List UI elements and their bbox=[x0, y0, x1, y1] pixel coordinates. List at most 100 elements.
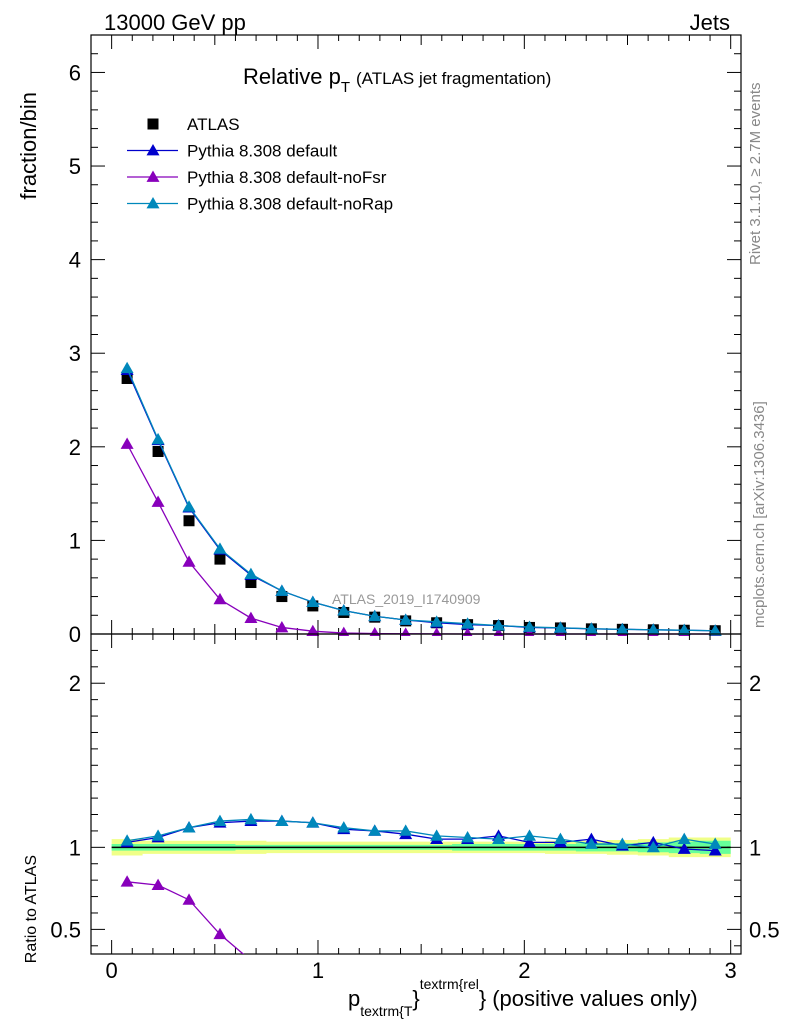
point-pythia-8-308-default-norap bbox=[430, 615, 444, 627]
point-pythia-8-308-default-norap bbox=[461, 617, 475, 629]
point-pythia-8-308-default-nofsr bbox=[120, 437, 134, 449]
point-pythia-8-308-default-norap bbox=[399, 613, 413, 625]
ratio-point-pythia-8-308-default bbox=[708, 844, 722, 856]
ratio-point-pythia-8-308-default-nofsr bbox=[151, 878, 165, 890]
main-ytick-label: 6 bbox=[69, 60, 81, 85]
point-pythia-8-308-default-nofsr bbox=[182, 555, 196, 567]
point-pythia-8-308-default-norap bbox=[337, 604, 351, 616]
analysis-watermark: ATLAS_2019_I1740909 bbox=[332, 591, 481, 607]
point-pythia-8-308-default-norap bbox=[492, 619, 506, 631]
main-ytick-label: 1 bbox=[69, 528, 81, 553]
point-pythia-8-308-default-nofsr bbox=[244, 611, 258, 623]
xtick-label: 3 bbox=[725, 958, 737, 983]
ratio-point-pythia-8-308-default-norap bbox=[151, 829, 165, 841]
ratio-point-pythia-8-308-default-norap bbox=[646, 840, 660, 853]
ratio-point-pythia-8-308-default-norap bbox=[368, 824, 382, 836]
main-plot: 0 1 2 3 4 5 6 bbox=[69, 34, 742, 647]
ratio-point-pythia-8-308-default-norap bbox=[677, 832, 691, 845]
legend-marker-pythia-8-308-default-norap bbox=[146, 197, 160, 209]
legend-marker-atlas bbox=[147, 118, 159, 130]
main-ytick-label: 0 bbox=[69, 622, 81, 647]
legend-label-pythia-8-308-default-nofsr: Pythia 8.308 default-noFsr bbox=[187, 168, 387, 187]
point-pythia-8-308-default-nofsr bbox=[400, 627, 411, 636]
ratio-point-pythia-8-308-default-norap bbox=[553, 832, 567, 845]
point-pythia-8-308-default-nofsr bbox=[369, 627, 380, 636]
main-ytick-label: 3 bbox=[69, 341, 81, 366]
point-pythia-8-308-default-norap bbox=[244, 567, 258, 579]
ratio-ytick-label: 0.5 bbox=[50, 917, 81, 942]
point-pythia-8-308-default-nofsr bbox=[431, 627, 442, 636]
point-pythia-8-308-default-norap bbox=[120, 361, 134, 374]
main-ytick-label: 4 bbox=[69, 248, 81, 273]
ratio-ytick-label-right: 1 bbox=[749, 835, 761, 860]
point-pythia-8-308-default-nofsr bbox=[275, 620, 289, 633]
ratio-point-pythia-8-308-default bbox=[522, 835, 536, 848]
point-pythia-8-308-default-norap bbox=[275, 584, 289, 596]
ratio-point-pythia-8-308-default-norap bbox=[306, 816, 320, 828]
ratio-point-pythia-8-308-default-norap bbox=[399, 824, 413, 836]
point-pythia-8-308-default-norap bbox=[151, 432, 165, 445]
point-pythia-8-308-default-norap bbox=[213, 542, 227, 554]
ratio-plot: 0.5 0.5 1 1 2 2 0 1 2 3 bbox=[50, 633, 780, 983]
process-label: Jets bbox=[690, 10, 730, 35]
xtick-label: 2 bbox=[518, 958, 530, 983]
energy-label: 13000 GeV pp bbox=[104, 10, 246, 35]
x-axis-label: ptextrm{T}textrm{rel} (positive values on… bbox=[348, 976, 698, 1019]
ratio-frame bbox=[90, 633, 742, 955]
point-pythia-8-308-default-nofsr bbox=[213, 592, 227, 605]
legend-label-atlas: ATLAS bbox=[187, 115, 240, 134]
legend-label-pythia-8-308-default: Pythia 8.308 default bbox=[187, 142, 338, 161]
point-pythia-8-308-default-norap bbox=[677, 623, 691, 636]
point-pythia-8-308-default-norap bbox=[522, 620, 536, 632]
point-pythia-8-308-default-norap bbox=[584, 622, 598, 634]
ratio-point-pythia-8-308-default-norap bbox=[337, 821, 351, 833]
main-ytick-label: 5 bbox=[69, 154, 81, 179]
y-axis-label: fraction/bin bbox=[16, 92, 41, 200]
ratio-ytick-label: 1 bbox=[69, 835, 81, 860]
point-pythia-8-308-default-nofsr bbox=[306, 624, 320, 636]
point-pythia-8-308-default-norap bbox=[306, 595, 320, 608]
legend: ATLAS Pythia 8.308 default Pythia 8.308 de… bbox=[127, 115, 393, 214]
ratio-ytick-label-right: 0.5 bbox=[749, 917, 780, 942]
ratio-series bbox=[120, 812, 722, 954]
point-pythia-8-308-default-norap bbox=[708, 624, 722, 636]
point-pythia-8-308-default-norap bbox=[553, 621, 567, 633]
ratio-point-pythia-8-308-default-nofsr bbox=[182, 893, 196, 905]
xtick-label: 0 bbox=[106, 958, 118, 983]
ratio-point-pythia-8-308-default-norap bbox=[615, 837, 629, 849]
point-atlas bbox=[214, 553, 226, 565]
xtick-label: 1 bbox=[312, 958, 324, 983]
point-pythia-8-308-default-norap bbox=[646, 623, 660, 635]
point-pythia-8-308-default-norap bbox=[368, 609, 382, 622]
point-atlas bbox=[152, 445, 164, 457]
ratio-line-pythia-8-308-default-norap bbox=[127, 818, 716, 848]
point-atlas bbox=[276, 591, 288, 603]
point-atlas bbox=[121, 372, 133, 384]
ratio-point-pythia-8-308-default-norap bbox=[182, 821, 196, 833]
plot-title: Relative pT (ATLAS jet fragmentation) bbox=[243, 64, 551, 96]
ratio-ytick-label: 2 bbox=[69, 671, 81, 696]
ratio-point-pythia-8-308-default-norap bbox=[522, 829, 536, 841]
main-ytick-label: 2 bbox=[69, 435, 81, 460]
ratio-point-pythia-8-308-default-nofsr bbox=[213, 927, 227, 940]
ratio-y-axis-label: Ratio to ATLAS bbox=[23, 855, 40, 963]
legend-marker-pythia-8-308-default bbox=[146, 144, 160, 156]
ratio-ytick-label-right: 2 bbox=[749, 671, 761, 696]
ratio-point-pythia-8-308-default-norap bbox=[120, 834, 134, 846]
ratio-point-pythia-8-308-default-norap bbox=[213, 814, 227, 826]
ratio-point-pythia-8-308-default-norap bbox=[492, 832, 506, 845]
point-pythia-8-308-default-norap bbox=[615, 622, 629, 635]
point-atlas bbox=[245, 577, 257, 589]
point-pythia-8-308-default-nofsr bbox=[151, 495, 165, 507]
ratio-point-pythia-8-308-default-norap bbox=[244, 812, 258, 825]
ratio-point-pythia-8-308-default-norap bbox=[430, 829, 444, 841]
ratio-point-pythia-8-308-default-norap bbox=[708, 837, 722, 849]
ratio-point-pythia-8-308-default bbox=[677, 842, 691, 854]
ratio-point-pythia-8-308-default-norap bbox=[461, 830, 475, 843]
rivet-label: Rivet 3.1.10, ≥ 2.7M events bbox=[747, 83, 764, 266]
legend-label-pythia-8-308-default-norap: Pythia 8.308 default-noRap bbox=[187, 195, 393, 214]
ratio-point-pythia-8-308-default-norap bbox=[275, 814, 289, 826]
mcplots-label: mcplots.cern.ch [arXiv:1306.3436] bbox=[751, 401, 768, 628]
legend-marker-pythia-8-308-default-nofsr bbox=[146, 170, 160, 182]
